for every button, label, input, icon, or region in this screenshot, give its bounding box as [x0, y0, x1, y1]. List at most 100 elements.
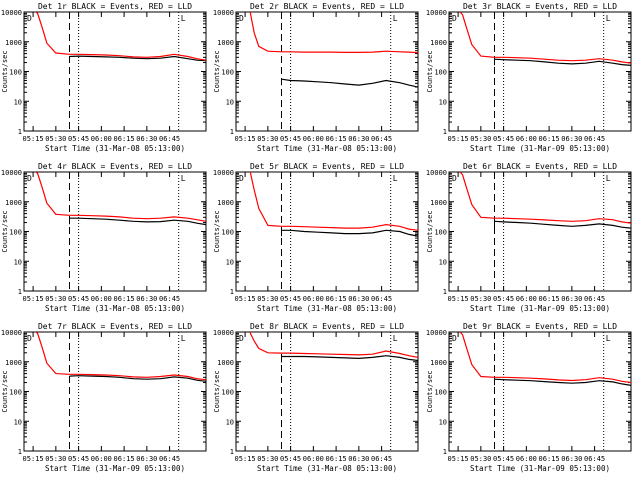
panel-7-xtick-label: 06:15	[114, 455, 135, 463]
panel-8-frame	[235, 331, 419, 452]
panel-3-xtick-label: 05:45	[493, 135, 514, 143]
panel-4-corner-label-left: D	[27, 174, 32, 183]
panel-6: Det 6r BLACK = Events, RED = LLD 1 10 100 10…	[426, 162, 632, 313]
panel-5-title: Det 5r BLACK = Events, RED = LLD	[250, 162, 404, 171]
panel-8-events-line	[281, 355, 418, 362]
panel-5-xtick-label: 05:15	[235, 295, 256, 303]
panel-3-ytick-label: 1	[443, 128, 447, 136]
panel-2-xtick-label: 05:15	[235, 135, 256, 143]
panel-8-xtick-label: 05:45	[280, 455, 301, 463]
panel-8-xtick-label: 06:45	[371, 455, 392, 463]
panel-9-xtick-label: 06:15	[539, 455, 560, 463]
panel-6-xtick-label: 06:30	[561, 295, 582, 303]
panel-6-xtick-label: 05:30	[470, 295, 491, 303]
panel-9-ytick-label: 100	[434, 389, 447, 397]
panel-2-xtick-label: 05:45	[280, 135, 301, 143]
panel-1-ytick-label: 1000	[5, 39, 22, 47]
panel-8: Det 8r BLACK = Events, RED = LLD 1 10 100 10…	[213, 322, 419, 473]
panel-9-ytick-label: 1	[443, 448, 447, 456]
panel-7-ylabel: Counts/sec	[1, 370, 9, 412]
panel-2-ytick-label: 1	[230, 128, 234, 136]
panel-4-xlabel: Start Time (31-Mar-08 05:13:00)	[45, 304, 185, 313]
panel-8-xtick-label: 05:30	[257, 455, 278, 463]
panel-8-ytick-label: 1	[230, 448, 234, 456]
panel-9-xtick-label: 05:45	[493, 455, 514, 463]
panel-2-ytick-label: 10	[226, 98, 234, 106]
panel-3-xtick-label: 05:30	[470, 135, 491, 143]
panel-7-ytick-label: 100	[9, 389, 22, 397]
panel-8-corner-label-right: L	[393, 334, 398, 343]
panel-7-xtick-label: 06:00	[91, 455, 112, 463]
panel-7-xtick-label: 05:30	[45, 455, 66, 463]
panel-3-xtick-label: 06:15	[539, 135, 560, 143]
panel-3-xtick-label: 06:30	[561, 135, 582, 143]
panel-9-events-line	[494, 378, 631, 386]
panel-4-ytick-label: 1	[18, 288, 22, 296]
panel-5-ytick-label: 1000	[217, 199, 234, 207]
panel-2-xtick-label: 06:15	[326, 135, 347, 143]
panel-6-ytick-label: 1000	[430, 199, 447, 207]
panel-4-xtick-label: 06:45	[159, 295, 180, 303]
panel-4-events-line	[69, 217, 206, 226]
panel-8-xtick-label: 05:15	[235, 455, 256, 463]
panel-4-xtick-label: 05:30	[45, 295, 66, 303]
panel-7-frame	[23, 331, 207, 452]
panel-6-ytick-label: 100	[434, 229, 447, 237]
panel-8-ytick-label: 100	[221, 389, 234, 397]
panel-6-ylabel: Counts/sec	[426, 210, 434, 252]
panel-2-ytick-label: 1000	[217, 39, 234, 47]
panel-1-xtick-label: 06:45	[159, 135, 180, 143]
panel-4-xtick-label: 06:30	[136, 295, 157, 303]
panel-9-ytick-label: 1000	[430, 359, 447, 367]
panel-6-events-line	[494, 220, 631, 229]
panel-1-xtick-label: 06:15	[114, 135, 135, 143]
panel-5: Det 5r BLACK = Events, RED = LLD 1 10 100 10…	[213, 162, 419, 313]
panel-8-xtick-label: 06:00	[303, 455, 324, 463]
panel-9-ytick-label: 10000	[426, 329, 447, 337]
panel-5-ytick-label: 10	[226, 258, 234, 266]
panel-1-lld-line	[35, 12, 206, 61]
panel-3-ylabel: Counts/sec	[426, 50, 434, 92]
panel-1-xtick-label: 05:15	[23, 135, 44, 143]
panel-1-xtick-label: 05:30	[45, 135, 66, 143]
panel-6-lld-line	[459, 172, 631, 224]
panel-8-lld-line	[248, 332, 418, 358]
panel-9-corner-label-left: D	[452, 334, 457, 343]
panel-8-xlabel: Start Time (31-Mar-08 05:13:00)	[257, 464, 397, 473]
panel-3-title: Det 3r BLACK = Events, RED = LLD	[463, 2, 617, 11]
panel-6-xtick-label: 05:15	[448, 295, 469, 303]
panel-1-ytick-label: 10	[14, 98, 22, 106]
panel-7-ytick-label: 1	[18, 448, 22, 456]
panel-5-xtick-label: 06:15	[326, 295, 347, 303]
panel-7-xtick-label: 06:30	[136, 455, 157, 463]
panel-6-xlabel: Start Time (31-Mar-09 05:13:00)	[470, 304, 610, 313]
panel-7-title: Det 7r BLACK = Events, RED = LLD	[38, 322, 192, 331]
panel-7-corner-label-right: L	[181, 334, 186, 343]
panel-1-xlabel: Start Time (31-Mar-08 05:13:00)	[45, 144, 185, 153]
panel-6-xtick-label: 06:15	[539, 295, 560, 303]
panel-4-ytick-label: 100	[9, 229, 22, 237]
panel-7-ytick-label: 10000	[1, 329, 22, 337]
panel-3-xtick-label: 06:45	[584, 135, 605, 143]
panel-4: Det 4r BLACK = Events, RED = LLD 1 10 100 10…	[1, 162, 207, 313]
panel-8-ytick-label: 10000	[213, 329, 234, 337]
panel-4-xtick-label: 05:45	[68, 295, 89, 303]
panel-4-corner-label-right: L	[181, 174, 186, 183]
panel-1-events-line	[69, 55, 206, 62]
panel-3-xtick-label: 06:00	[516, 135, 537, 143]
panel-9-xtick-label: 06:30	[561, 455, 582, 463]
panel-1-ytick-label: 1	[18, 128, 22, 136]
panel-9-title: Det 9r BLACK = Events, RED = LLD	[463, 322, 617, 331]
panel-3-ytick-label: 1000	[430, 39, 447, 47]
panel-3-ytick-label: 100	[434, 69, 447, 77]
panel-6-title: Det 6r BLACK = Events, RED = LLD	[463, 162, 617, 171]
panel-2-xlabel: Start Time (31-Mar-08 05:13:00)	[257, 144, 397, 153]
panel-4-ylabel: Counts/sec	[1, 210, 9, 252]
panel-6-ytick-label: 10000	[426, 169, 447, 177]
panel-7-ytick-label: 1000	[5, 359, 22, 367]
panel-4-xtick-label: 05:15	[23, 295, 44, 303]
panel-2-xtick-label: 06:00	[303, 135, 324, 143]
panel-2-title: Det 2r BLACK = Events, RED = LLD	[250, 2, 404, 11]
panel-1: Det 1r BLACK = Events, RED = LLD 1 10 100 10…	[1, 2, 207, 153]
